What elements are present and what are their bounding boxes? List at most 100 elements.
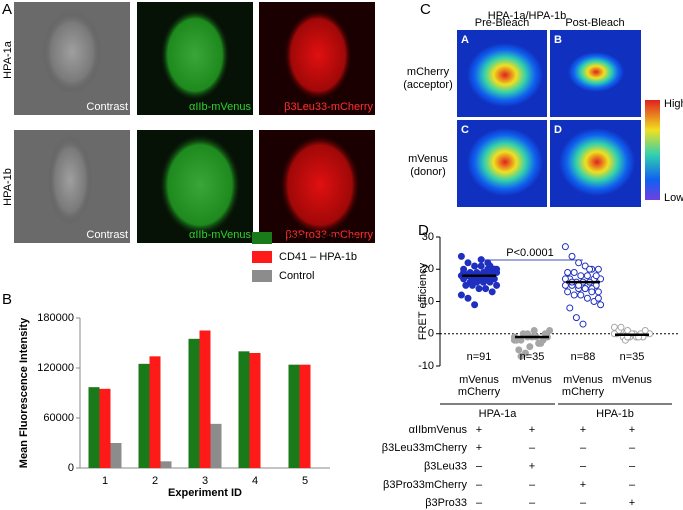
bar <box>238 351 250 468</box>
bar <box>138 363 150 468</box>
heatmap-blob <box>559 128 635 196</box>
point <box>583 272 591 280</box>
n-label: n=91 <box>467 351 492 363</box>
point <box>583 294 591 302</box>
y-tick-label: 30 <box>422 231 434 243</box>
legend-label: CD41 – HPA-1b <box>279 251 357 263</box>
y-tick-label: 0 <box>68 462 74 474</box>
panel-title: HPA-1a/HPA-1b <box>488 10 566 22</box>
point <box>457 252 465 260</box>
table-mark: – <box>629 461 636 473</box>
bar <box>299 364 311 468</box>
legend-label: CD41 – HPA-1a <box>279 232 358 244</box>
colorbar-label: Low <box>664 192 683 204</box>
legend-swatch <box>252 251 272 263</box>
table-mark: – <box>476 461 483 473</box>
point <box>570 291 578 299</box>
point <box>482 285 490 293</box>
table-mark: + <box>580 479 586 491</box>
image-label: αIIb-mVenus <box>189 229 251 241</box>
image-label: Contrast <box>86 229 128 241</box>
point <box>570 268 578 276</box>
point <box>464 294 472 302</box>
group-label: HPA-1a <box>479 408 518 420</box>
x-tick-label: 4 <box>252 475 258 487</box>
legend-label: Control <box>279 270 314 282</box>
y-tick-label: 10 <box>422 295 434 307</box>
point <box>579 320 587 328</box>
point <box>477 262 485 270</box>
bar <box>249 353 261 468</box>
x-tick-label: 2 <box>152 475 158 487</box>
panel-label: B <box>2 291 12 308</box>
table-mark: – <box>580 442 587 454</box>
point <box>471 301 479 309</box>
point <box>457 291 465 299</box>
y-tick-label: 120000 <box>37 362 74 374</box>
table-mark: + <box>529 424 535 436</box>
table-mark: + <box>629 497 635 509</box>
table-mark: – <box>529 479 536 491</box>
y-tick-label: 20 <box>422 263 434 275</box>
table-label: β3Pro33mCherry <box>383 479 467 491</box>
n-label: n=35 <box>620 351 645 363</box>
table-mark: – <box>476 479 483 491</box>
x-tick-label: 3 <box>202 475 208 487</box>
point <box>592 272 600 280</box>
cell <box>161 10 229 100</box>
cell <box>48 135 92 225</box>
point <box>568 252 576 260</box>
panel-a <box>14 2 375 243</box>
point <box>588 288 596 296</box>
cell <box>42 10 102 94</box>
point <box>486 262 494 270</box>
heatmap-blob <box>568 52 624 92</box>
table-mark: – <box>629 479 636 491</box>
y-axis-label: FRET efficiency <box>417 262 429 340</box>
colorbar-label: High <box>664 98 683 110</box>
point <box>597 301 605 309</box>
y-axis-label: Mean Fluorescence Intensity <box>18 317 30 468</box>
image-letter: D <box>554 124 562 136</box>
table-mark: + <box>629 424 635 436</box>
point <box>486 278 494 286</box>
image-letter: B <box>554 34 562 46</box>
table-label: β3Pro33 <box>425 497 467 509</box>
point <box>566 304 574 312</box>
point <box>535 339 543 347</box>
image-label: αIIb-mVenus <box>189 101 251 113</box>
cell <box>280 135 360 235</box>
point <box>468 281 476 289</box>
bar <box>88 387 100 468</box>
point <box>577 291 585 299</box>
panel-label: D <box>418 222 429 239</box>
image-letter: A <box>461 34 469 46</box>
point <box>475 285 483 293</box>
x-tick-label: mVenus <box>512 374 552 386</box>
bar <box>149 356 161 468</box>
bar <box>199 330 211 468</box>
row-label: mVenus <box>408 153 448 165</box>
image-label: β3Pro33-mCherry <box>285 229 373 241</box>
x-tick-label: mCherry <box>562 386 605 398</box>
point <box>517 352 525 360</box>
point <box>510 336 518 344</box>
legend-swatch <box>252 270 272 282</box>
x-tick-label: mVenus <box>459 374 499 386</box>
point <box>577 272 585 280</box>
table-mark: – <box>529 497 536 509</box>
point <box>575 259 583 267</box>
point <box>564 288 572 296</box>
x-tick-label: mCherry <box>458 386 501 398</box>
bar <box>99 388 111 468</box>
row-label: HPA-1a <box>2 40 14 79</box>
bar <box>288 364 300 468</box>
x-tick-label: 1 <box>102 475 108 487</box>
table-mark: + <box>529 461 535 473</box>
table-mark: – <box>580 461 587 473</box>
x-tick-label: 5 <box>302 475 308 487</box>
n-label: n=35 <box>520 351 545 363</box>
table-mark: – <box>629 442 636 454</box>
bar <box>210 423 222 468</box>
point <box>477 256 485 264</box>
